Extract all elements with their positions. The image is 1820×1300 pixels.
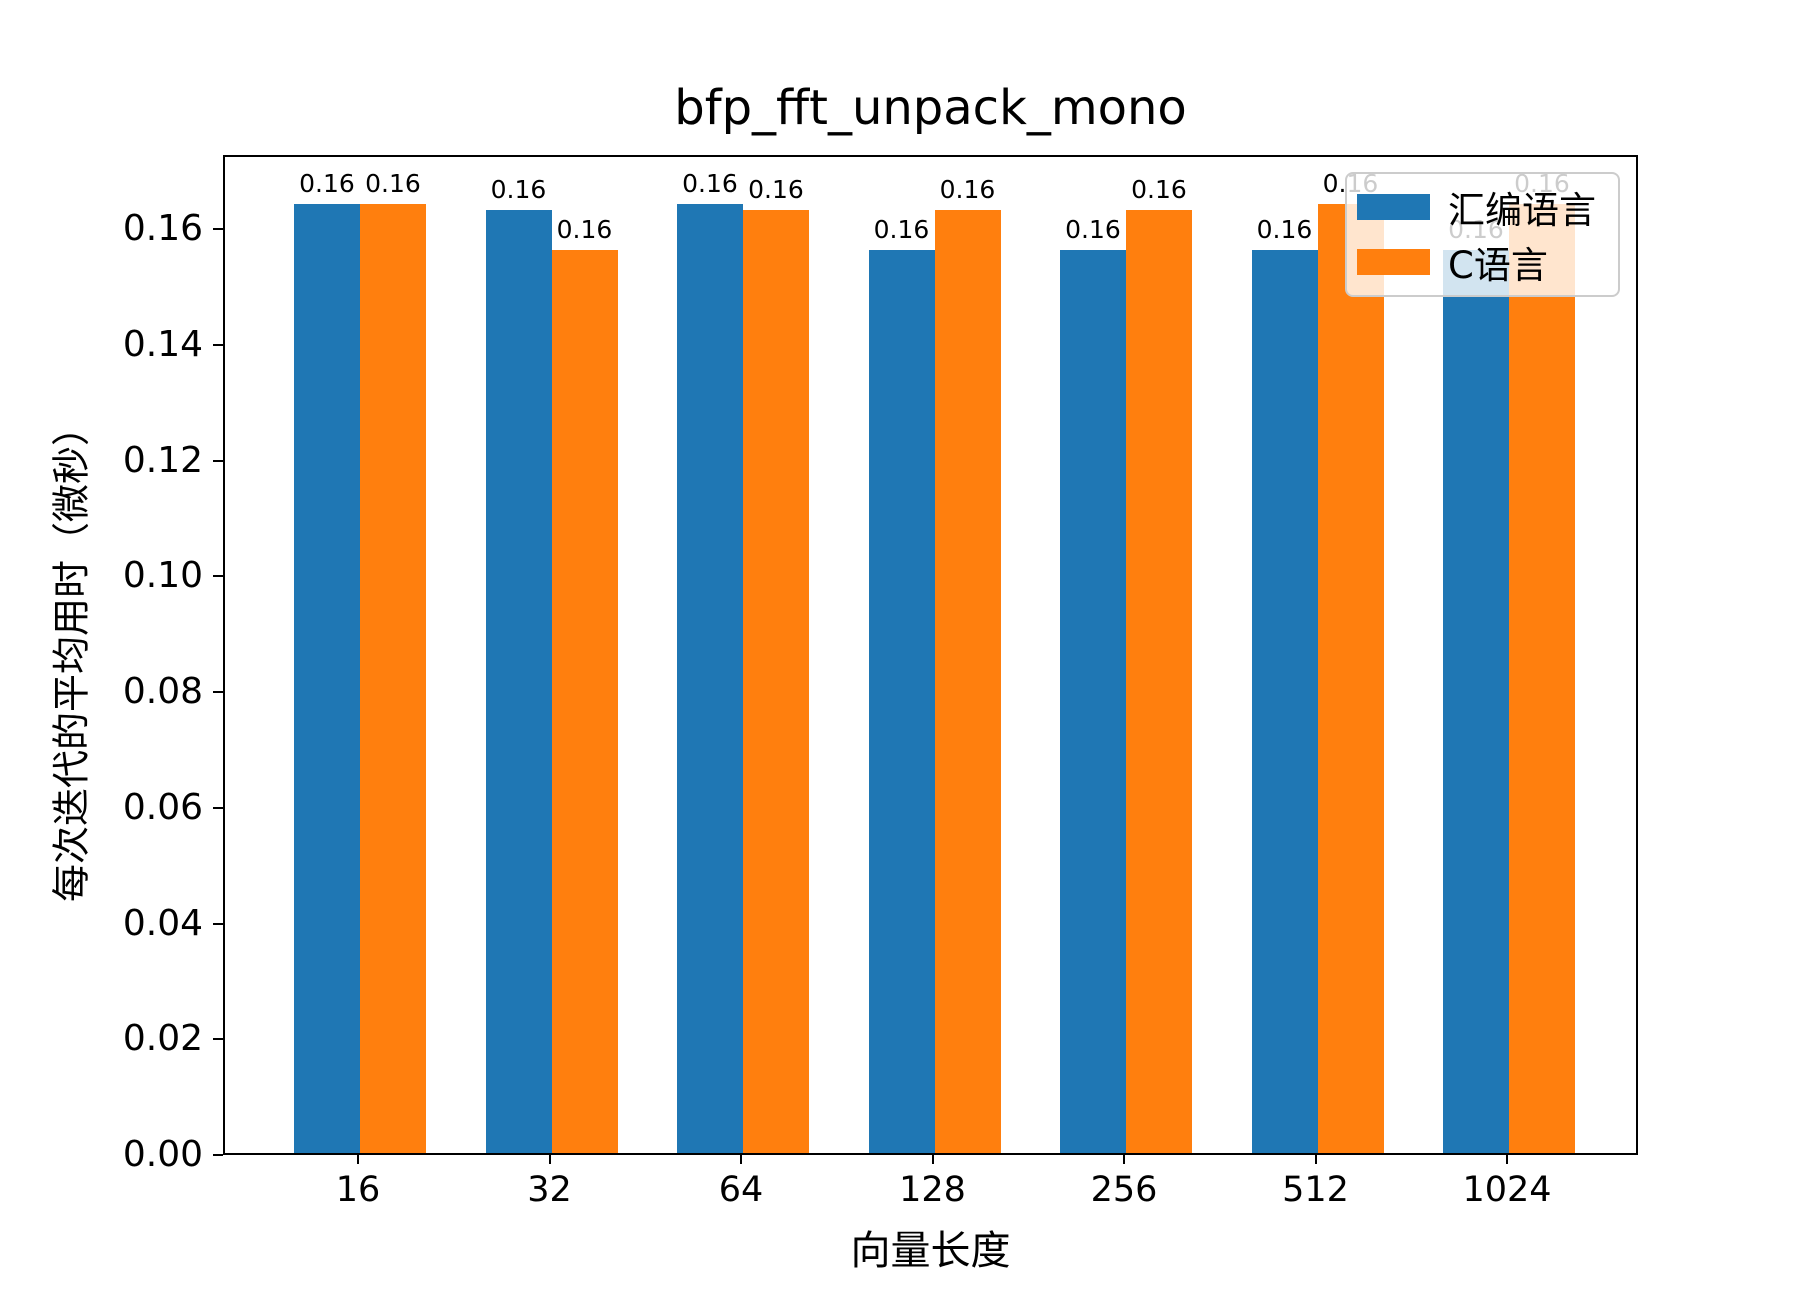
bar xyxy=(677,204,743,1153)
plot-area: 0.16 0.16 0.16 0.16 0.16 0.16 0.16 0.16 0.16 0.16… xyxy=(223,155,1638,1155)
bar-value-label: 0.16 xyxy=(1256,215,1313,244)
bar xyxy=(868,250,935,1153)
bar xyxy=(1060,250,1126,1153)
x-tick-mark xyxy=(740,1155,742,1164)
x-tick-label: 128 xyxy=(899,1170,966,1210)
x-axis-label: 向量长度 xyxy=(850,1228,1011,1274)
y-tick-mark xyxy=(213,691,223,694)
x-tick-mark xyxy=(357,1155,359,1164)
legend-entry-label: C语言 xyxy=(1448,243,1548,287)
y-tick-label: 0.00 xyxy=(122,1134,203,1175)
legend-entry-label: 汇编语言 xyxy=(1448,189,1596,233)
y-tick-label: 0.10 xyxy=(122,555,203,597)
y-tick-label: 0.12 xyxy=(122,439,203,481)
y-tick-label: 0.04 xyxy=(122,902,203,944)
bar-value-label: 0.16 xyxy=(748,175,804,204)
y-tick-mark xyxy=(213,1038,223,1041)
bar-value-label: 0.16 xyxy=(299,169,355,198)
chart-title: bfp_fft_unpack_mono xyxy=(674,80,1187,136)
y-tick-label: 0.16 xyxy=(122,208,203,250)
x-tick-label: 32 xyxy=(527,1170,572,1210)
y-tick-label: 0.14 xyxy=(122,323,203,365)
y-tick-mark xyxy=(213,575,223,578)
bar-value-label: 0.16 xyxy=(365,169,421,198)
y-tick-label: 0.08 xyxy=(122,671,203,713)
bar-value-label: 0.16 xyxy=(556,215,613,244)
bar xyxy=(1443,250,1509,1153)
y-tick-mark xyxy=(213,459,223,462)
x-tick-label: 1024 xyxy=(1462,1170,1552,1210)
bar-value-label: 0.16 xyxy=(1065,215,1121,244)
bar xyxy=(1251,250,1318,1153)
x-tick-label: 16 xyxy=(335,1170,381,1210)
legend-swatch xyxy=(1357,248,1430,275)
legend-entry: C语言 xyxy=(1357,235,1608,289)
bar xyxy=(485,210,552,1153)
x-tick-label: 512 xyxy=(1282,1170,1349,1210)
bar-value-label: 0.16 xyxy=(682,169,738,198)
bar xyxy=(743,210,809,1153)
bar-value-label: 0.16 xyxy=(1131,175,1187,204)
y-tick-mark xyxy=(213,343,223,346)
bar xyxy=(294,204,360,1153)
bar-value-label: 0.16 xyxy=(490,175,547,204)
x-tick-label: 256 xyxy=(1090,1170,1158,1210)
x-tick-mark xyxy=(931,1155,934,1164)
bar xyxy=(1317,204,1384,1153)
x-tick-mark xyxy=(1506,1155,1508,1164)
bar xyxy=(1126,210,1192,1153)
y-tick-label: 0.06 xyxy=(122,786,203,828)
x-tick-mark xyxy=(1123,1155,1125,1164)
y-tick-mark xyxy=(213,1154,223,1156)
x-tick-label: 64 xyxy=(718,1170,764,1210)
bar xyxy=(551,250,618,1153)
x-tick-mark xyxy=(548,1155,551,1164)
bar-value-label: 0.16 xyxy=(939,175,996,204)
legend-entry: 汇编语言 xyxy=(1357,180,1608,234)
bar xyxy=(1509,204,1575,1153)
bar xyxy=(360,204,426,1153)
legend: 汇编语言 C语言 xyxy=(1345,172,1620,297)
legend-swatch xyxy=(1357,194,1430,221)
y-tick-mark xyxy=(213,922,223,925)
y-tick-mark xyxy=(213,228,223,231)
bar xyxy=(934,210,1001,1153)
y-tick-mark xyxy=(213,806,223,809)
x-tick-mark xyxy=(1314,1155,1317,1164)
bar-value-label: 0.16 xyxy=(873,215,930,244)
y-tick-label: 0.02 xyxy=(122,1018,203,1060)
